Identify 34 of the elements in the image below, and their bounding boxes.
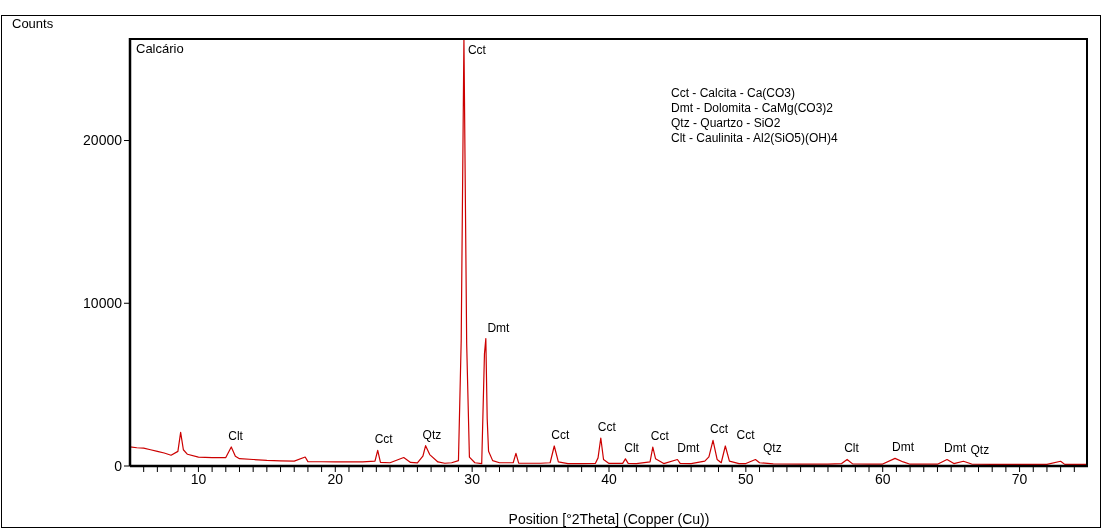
annotation: Cct [597,420,617,435]
annotation: Qtz [763,441,782,456]
annotation: Dmt [487,320,511,335]
y-tick-label: 0 [114,457,123,474]
x-tick-label: 70 [1011,470,1028,487]
annotation: Clt [228,428,244,443]
x-tick-label: 10 [190,470,207,487]
annotation: Dmt [677,441,700,456]
y-tick-label: 20000 [83,132,123,149]
annotation: Cct [650,429,670,444]
annotation: Clt [624,440,640,455]
annotation: Qtz [422,427,442,442]
x-tick-label: 30 [464,470,481,487]
annotation: Clt [844,441,860,456]
annotation: Clt - Caulinita - Al2(SiO5)(OH)4 [671,131,838,146]
x-axis-title: Position [°2Theta] (Copper (Cu)) [508,511,710,527]
x-tick-label: 20 [327,470,344,487]
x-tick-label: 60 [874,470,891,487]
annotation: Qtz [970,443,990,458]
x-tick-label: 40 [601,470,617,487]
annotation: Cct [467,43,487,57]
chart-title: Calcário [136,41,184,56]
annotation: Cct - Calcita - Ca(CO3) [671,86,796,101]
y-axis-title: Counts [12,16,54,31]
x-tick-label: 50 [738,470,754,487]
annotation: Dmt - Dolomita - CaMg(CO3)2 [671,101,835,116]
annotation: Cct [736,427,756,442]
annotation: Dmt [944,441,967,456]
annotation: Cct [551,427,570,442]
y-tick-label: 10000 [83,295,123,312]
annotation: Cct [374,432,394,447]
annotation: Qtz - Quartzo - SiO2 [671,116,782,131]
annotation: Cct [710,422,729,437]
annotation: Dmt [892,440,915,455]
